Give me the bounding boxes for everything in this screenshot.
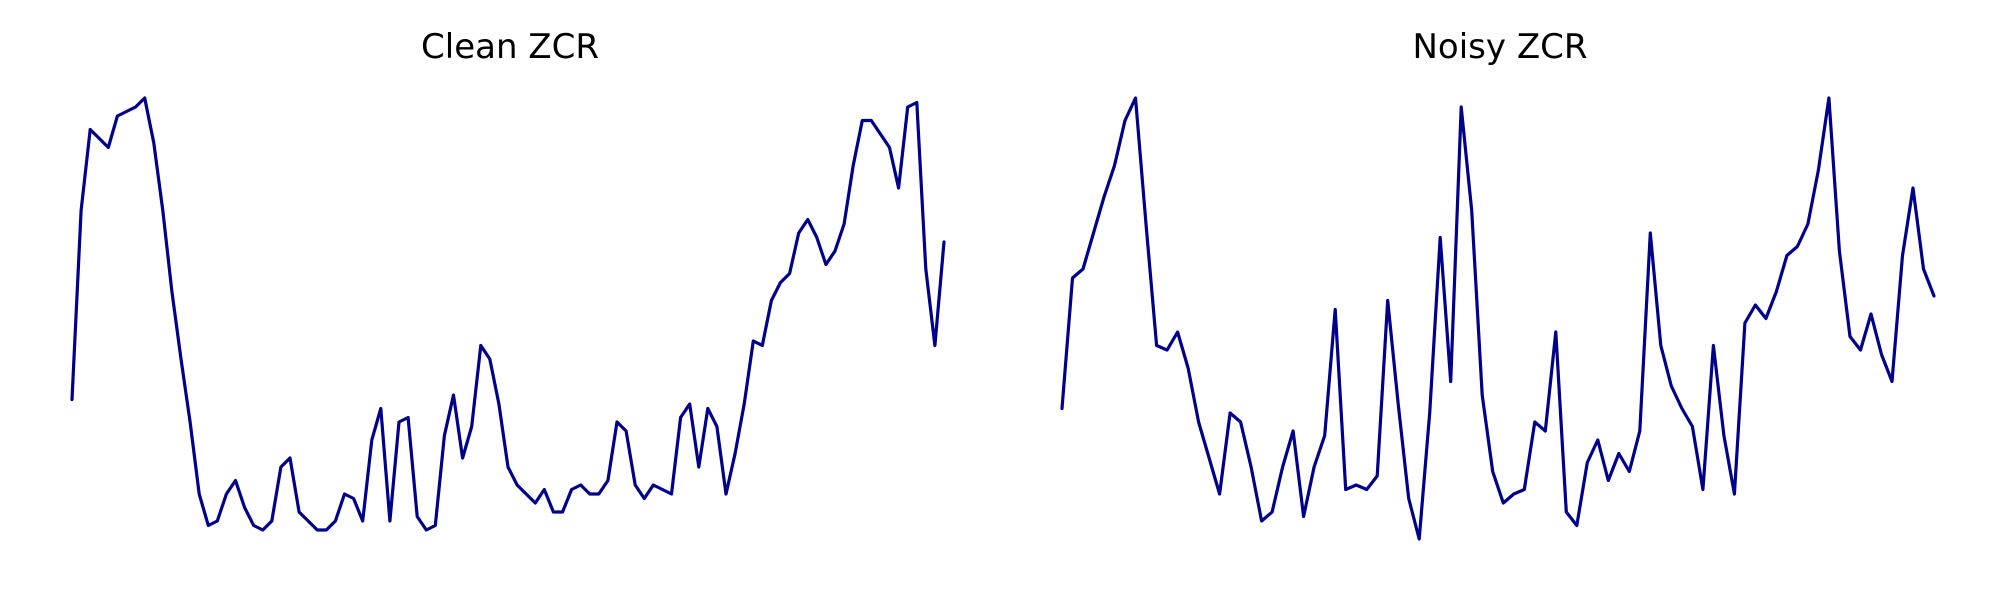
chart-title: Noisy ZCR	[1413, 27, 1588, 67]
series-line	[1060, 96, 1936, 541]
noisy-zcr-chart: Noisy ZCR	[1060, 27, 1936, 541]
series-line	[70, 96, 946, 532]
clean-zcr-chart: Clean ZCR	[70, 27, 946, 532]
chart-title: Clean ZCR	[421, 27, 599, 67]
